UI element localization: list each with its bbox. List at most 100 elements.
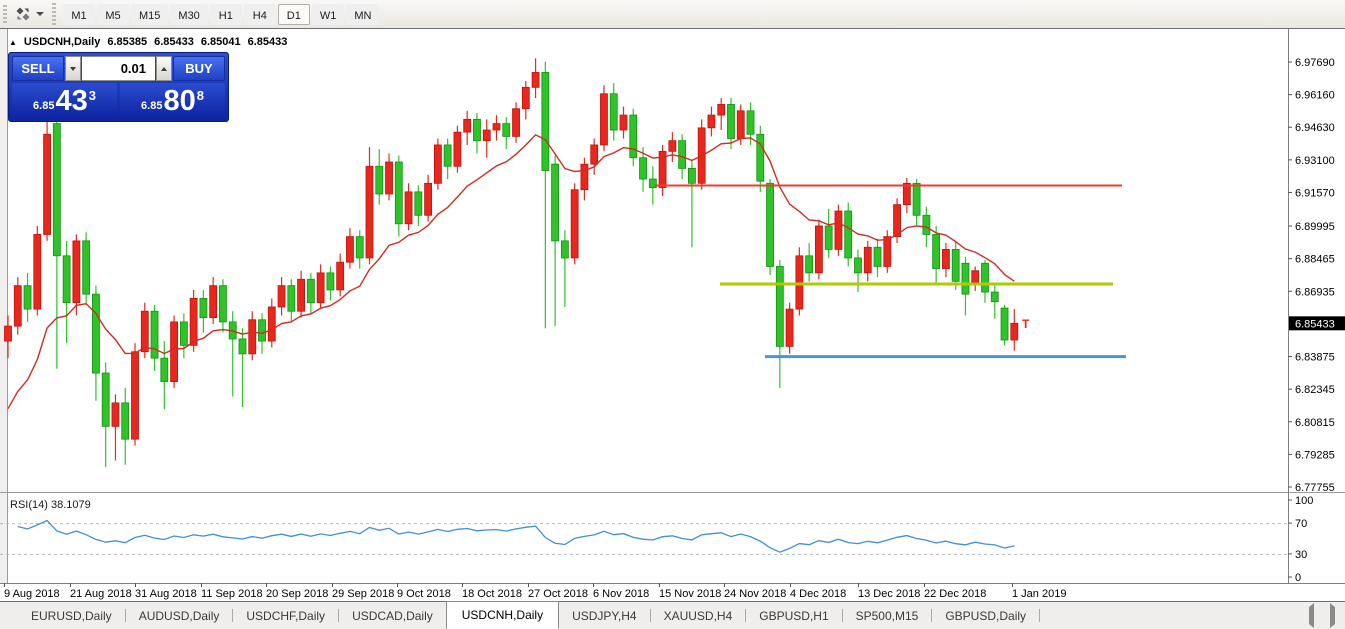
candle (473, 112, 481, 154)
candle-body (570, 189, 579, 259)
volume-increase-button[interactable] (156, 56, 172, 81)
candle-body (453, 131, 462, 167)
timeframe-button-m5[interactable]: M5 (97, 3, 129, 25)
candle-body (433, 144, 442, 184)
price-axis-label: 6.97690 (1295, 57, 1335, 69)
candle (375, 149, 384, 205)
candle (942, 243, 950, 278)
candle-body (678, 140, 687, 169)
ohlc-high: 6.85433 (154, 36, 194, 48)
top-toolbar: M1 M5 M15 M30 H1 H4 D1 W1 MN (0, 0, 1345, 28)
chart-tab-usdjpy-h4[interactable]: USDJPY,H4 (572, 609, 637, 623)
candle (101, 362, 110, 467)
candle-body (277, 285, 286, 308)
candle-body (854, 257, 862, 274)
candle-body (893, 204, 901, 238)
candle-body (834, 210, 843, 250)
tab-separator (931, 609, 933, 622)
toolbar-grip[interactable] (3, 5, 7, 23)
candle (707, 106, 716, 137)
candle-body (502, 123, 511, 137)
price-axis-label: 6.91570 (1295, 187, 1335, 199)
tab-separator (1039, 609, 1041, 622)
timeframe-button-w1[interactable]: W1 (311, 3, 345, 25)
chart-tab-audusd-daily[interactable]: AUDUSD,Daily (138, 609, 220, 623)
chart-tab-gbpusd-h1[interactable]: GBPUSD,H1 (759, 609, 829, 623)
sell-price-pip: 3 (88, 88, 96, 103)
candle-body (883, 236, 892, 267)
candle (160, 341, 169, 410)
chart-tab-xauusd-h4[interactable]: XAUUSD,H4 (663, 609, 733, 623)
candle (482, 119, 491, 158)
candle (404, 183, 413, 231)
candle (277, 277, 286, 316)
candle (306, 272, 315, 314)
chart-tab-gbpusd-daily[interactable]: GBPUSD,Daily (945, 609, 1027, 623)
price-axis-label: 6.80815 (1295, 417, 1335, 429)
tab-separator (649, 609, 651, 622)
candle-body (473, 118, 481, 142)
sell-price-panel[interactable]: 6.85 43 3 (12, 83, 117, 118)
chart-tab-usdcnh-daily[interactable]: USDCNH,Daily (445, 601, 560, 629)
price-axis-label: 6.83875 (1295, 352, 1335, 364)
candle-body (160, 357, 169, 382)
collapse-chart-icon[interactable]: ▲ (9, 37, 17, 47)
candle-body (609, 93, 618, 131)
chart-tab-sp500-m15[interactable]: SP500,M15 (855, 609, 919, 623)
price-axis-label: 6.89995 (1295, 221, 1335, 233)
sell-button[interactable]: SELL (12, 56, 64, 81)
candle (775, 260, 784, 388)
candle-body (785, 308, 794, 347)
candle (648, 166, 657, 205)
candle (13, 277, 22, 335)
candle (443, 138, 452, 180)
timeframe-button-h4[interactable]: H4 (243, 3, 276, 25)
chart-tab-usdcad-daily[interactable]: USDCAD,Daily (352, 609, 433, 623)
tabs-scroll-left-button[interactable] (1309, 603, 1314, 628)
tabs-scroll-right-button[interactable] (1330, 603, 1335, 628)
candle-body (4, 325, 12, 342)
chart-title: ▲ USDCNH,Daily 6.85385 6.85433 6.85041 6… (9, 35, 287, 49)
candle (971, 266, 980, 291)
candle-body (775, 266, 784, 347)
timeframe-button-h1[interactable]: H1 (209, 3, 242, 25)
candle-body (619, 114, 628, 131)
candle-body (541, 72, 550, 171)
candle-body (560, 240, 569, 259)
chart-tools-button[interactable] (12, 3, 34, 25)
one-click-trade-panel: SELL 0.01 BUY 6.85 43 3 6.85 80 8 (8, 52, 229, 122)
buy-price-pip: 8 (196, 88, 204, 103)
timeframe-button-m15[interactable]: M15 (131, 3, 169, 25)
candle-body (375, 165, 384, 195)
candle-body (942, 249, 950, 269)
volume-decrease-button[interactable] (65, 56, 81, 81)
buy-price-panel[interactable]: 6.85 80 8 (120, 83, 225, 118)
timeframe-button-mn[interactable]: MN (346, 3, 380, 25)
candle (766, 179, 774, 275)
candle-body (932, 234, 941, 269)
timeframe-button-d1[interactable]: D1 (277, 3, 310, 25)
candle-body (971, 270, 980, 283)
diagonal-arrows-icon (16, 7, 30, 21)
candle (179, 313, 188, 359)
buy-button[interactable]: BUY (173, 56, 225, 81)
timeframe-button-m30[interactable]: M30 (170, 3, 208, 25)
candle-body (736, 110, 745, 139)
candle (228, 311, 237, 397)
candle-body (912, 182, 921, 216)
candle (883, 230, 892, 273)
price-chart[interactable]: 6.97690 6.96160 6.94630 6.93100 6.91570 6.899… (0, 29, 1345, 601)
chart-tab-usdchf-daily[interactable]: USDCHF,Daily (246, 609, 326, 623)
candle-body (82, 240, 91, 295)
toolbar-grip-2[interactable] (52, 3, 56, 25)
chart-tab-eurusd-daily[interactable]: EURUSD,Daily (31, 609, 112, 623)
timeframe-button-m1[interactable]: M1 (63, 3, 95, 25)
candle-body (600, 93, 608, 146)
timeframe-buttons: M1 M5 M15 M30 H1 H4 D1 W1 MN (63, 3, 380, 25)
chart-tools-dropdown[interactable] (34, 3, 49, 25)
volume-field[interactable]: 0.01 (82, 56, 155, 81)
candle-body (316, 272, 325, 304)
candle (52, 115, 61, 369)
sell-price-main: 43 (55, 85, 88, 118)
candle-body (199, 298, 208, 319)
